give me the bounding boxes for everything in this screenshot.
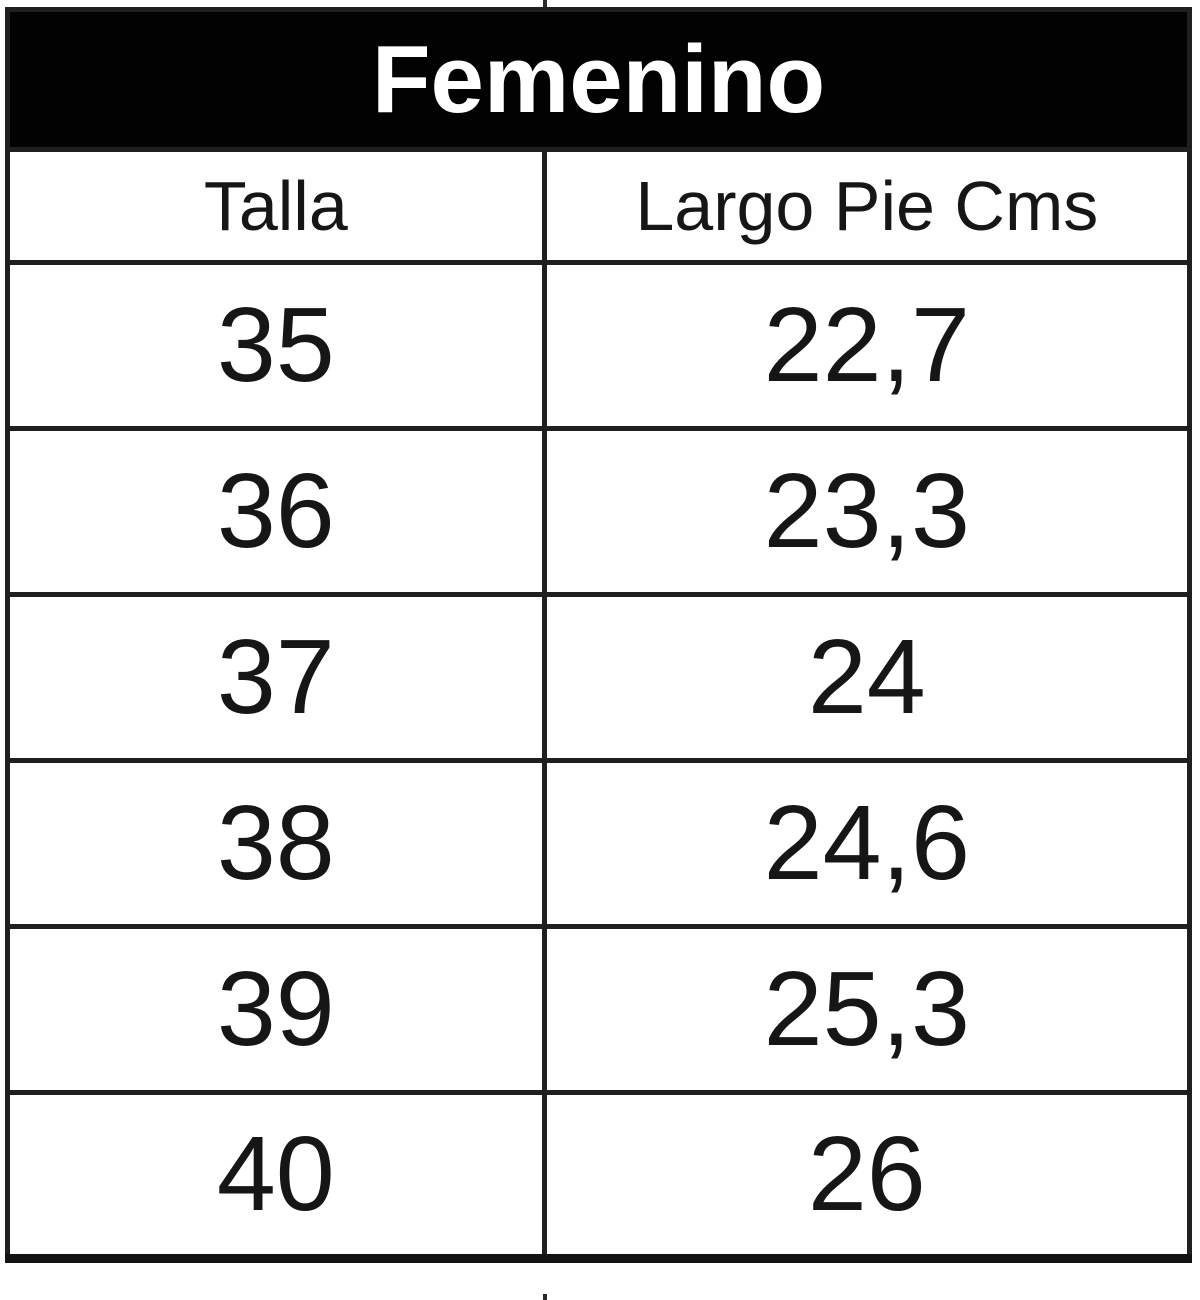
grid-remnant-tick-top [543,0,547,8]
column-header-talla: Talla [5,147,547,265]
table-header-row: Talla Largo Pie Cms [5,147,1193,265]
column-header-largo-pie-cms: Largo Pie Cms [541,147,1193,265]
cell-largo: 22,7 [541,260,1193,431]
cell-talla: 37 [5,592,547,763]
table-row: 35 22,7 [5,260,1193,431]
size-chart-table: Femenino Talla Largo Pie Cms 35 22,7 36 … [5,7,1193,1263]
cell-talla: 40 [5,1090,547,1263]
table-title-row: Femenino [5,7,1192,152]
table-title: Femenino [5,7,1192,152]
cell-talla: 39 [5,924,547,1095]
table-row: 40 26 [5,1090,1193,1263]
cell-talla: 35 [5,260,547,431]
cell-largo: 25,3 [541,924,1193,1095]
cell-talla: 36 [5,426,547,597]
cell-largo: 24 [541,592,1193,763]
table-row: 37 24 [5,592,1193,763]
table-row: 38 24,6 [5,758,1193,929]
table-row: 39 25,3 [5,924,1193,1095]
grid-remnant-tick-bottom [543,1294,547,1300]
cell-largo: 26 [541,1090,1193,1263]
cell-largo: 23,3 [541,426,1193,597]
cell-largo: 24,6 [541,758,1193,929]
cell-talla: 38 [5,758,547,929]
table-row: 36 23,3 [5,426,1193,597]
